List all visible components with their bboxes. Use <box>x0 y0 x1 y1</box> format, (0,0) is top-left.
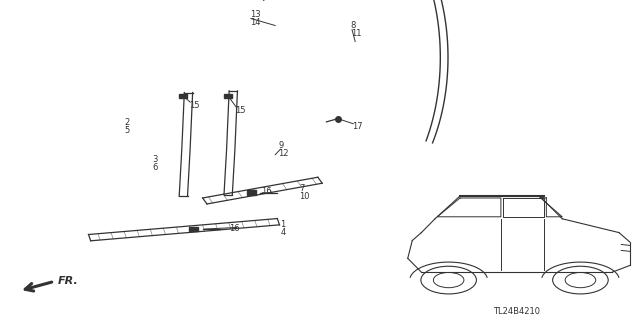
Text: 12: 12 <box>278 149 289 158</box>
Bar <box>224 94 232 98</box>
Text: 8: 8 <box>351 21 356 30</box>
Text: 3: 3 <box>152 155 157 164</box>
Text: 2: 2 <box>125 118 130 127</box>
Bar <box>189 227 198 231</box>
Text: 16: 16 <box>229 224 240 233</box>
Text: 15: 15 <box>189 101 199 110</box>
Text: TL24B4210: TL24B4210 <box>493 307 540 316</box>
Text: FR.: FR. <box>58 276 78 286</box>
Text: 15: 15 <box>236 106 246 115</box>
Text: 9: 9 <box>278 141 284 150</box>
Text: 5: 5 <box>125 126 130 135</box>
Text: 10: 10 <box>300 192 310 201</box>
Text: 1: 1 <box>280 220 285 229</box>
Text: 13: 13 <box>250 10 260 19</box>
Text: 4: 4 <box>280 228 285 237</box>
Bar <box>247 190 256 195</box>
Text: 7: 7 <box>300 184 305 193</box>
Text: 14: 14 <box>250 18 260 27</box>
Text: 16: 16 <box>261 187 272 196</box>
Text: 11: 11 <box>351 29 361 38</box>
Text: 17: 17 <box>352 122 363 130</box>
Bar <box>179 94 187 98</box>
Text: 6: 6 <box>152 163 157 172</box>
